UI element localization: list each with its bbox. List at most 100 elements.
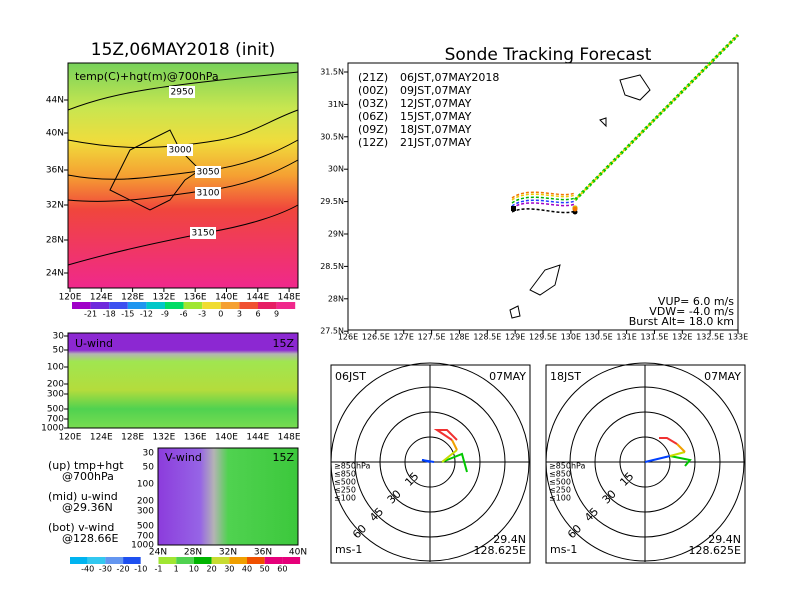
label: 06JST,07MAY2018 <box>400 71 499 84</box>
label: 31.5N <box>320 68 344 77</box>
label: 06JST <box>335 370 366 383</box>
track <box>511 208 576 214</box>
hodo-trace <box>669 451 686 457</box>
label: 100 <box>137 480 154 490</box>
label: 32N <box>46 201 64 211</box>
label: 15Z,06MAY2018 (init) <box>91 40 276 60</box>
label: 29.4N <box>493 533 526 546</box>
contour-label-bg <box>195 187 221 199</box>
label: VUP= 6.0 m/s <box>658 295 734 308</box>
launch-site <box>511 206 516 211</box>
label: 3 <box>237 310 242 319</box>
label: ≤100 <box>549 494 571 503</box>
label: 2950 <box>171 88 194 98</box>
label: temp(C)+hgt(m)@700hPa <box>75 70 219 83</box>
label: 136E <box>184 293 207 303</box>
label: 29.5N <box>320 197 344 206</box>
label: 15JST,07MAY <box>400 110 472 123</box>
label: 24N <box>149 548 167 558</box>
label: 27.5N <box>320 327 344 336</box>
label: 28N <box>328 294 344 303</box>
label: 40N <box>46 129 64 139</box>
label: V-wind <box>165 451 202 464</box>
label: 124E <box>90 433 113 443</box>
label: 32N <box>219 548 237 558</box>
label: 500 <box>137 522 154 532</box>
hodo-trace <box>659 437 678 445</box>
label: 18JST,07MAY <box>400 123 472 136</box>
label: ≥850hPa <box>334 462 371 471</box>
hodo-trace <box>421 459 435 463</box>
label: 50 <box>260 565 270 574</box>
contour-label-bg <box>167 144 193 156</box>
track <box>511 191 576 199</box>
colorbar-seg <box>229 557 247 564</box>
label: 126.5E <box>362 333 390 342</box>
label: 132E <box>152 293 175 303</box>
label: 131E <box>616 333 636 342</box>
label: (bot) v-wind <box>48 521 114 534</box>
label: VDW= -4.0 m/s <box>649 305 734 318</box>
label: @29.36N <box>62 501 113 514</box>
label: 129E <box>505 333 525 342</box>
label: 136E <box>184 433 207 443</box>
label: ≤500 <box>334 478 356 487</box>
label: 128.625E <box>474 544 526 557</box>
label: 15Z <box>272 337 294 350</box>
label: (up) tmp+hgt <box>48 459 124 472</box>
label: (06Z) <box>358 110 388 123</box>
label: -40 <box>81 565 94 574</box>
label: 09JST,07MAY <box>400 84 472 97</box>
label: 132E <box>152 433 175 443</box>
colorbar-seg <box>276 302 296 309</box>
label: -1 <box>155 565 163 574</box>
label: 133E <box>728 333 748 342</box>
colorbar-seg <box>183 302 203 309</box>
colorbar-seg <box>109 302 128 309</box>
label: (09Z) <box>358 123 388 136</box>
label: 1000 <box>41 424 64 434</box>
hodo-trace <box>451 439 458 451</box>
label: ≤250 <box>334 486 356 495</box>
label: @128.66E <box>62 532 118 545</box>
label: 40N <box>289 548 307 558</box>
label: 24N <box>46 269 64 279</box>
colorbar-seg <box>105 557 124 564</box>
label: 0 <box>218 310 223 319</box>
colorbar-seg <box>146 302 165 309</box>
temp-map <box>67 62 299 289</box>
track <box>511 202 576 209</box>
hodo-trace <box>433 429 458 441</box>
label: -20 <box>117 565 130 574</box>
label: Sonde Tracking Forecast <box>445 45 652 65</box>
label: 18JST <box>550 370 581 383</box>
label: (12Z) <box>358 136 388 149</box>
label: 60 <box>277 565 287 574</box>
label: 120E <box>59 293 82 303</box>
label: ≤100 <box>334 494 356 503</box>
colorbar-seg <box>220 302 240 309</box>
label: 148E <box>278 433 301 443</box>
label: 131.5E <box>640 333 668 342</box>
label: 30N <box>328 165 344 174</box>
label: 31N <box>328 100 344 109</box>
label: Burst Alt= 18.0 km <box>629 315 734 328</box>
label: 129.5E <box>529 333 557 342</box>
label: 140E <box>215 433 238 443</box>
colorbar-seg <box>176 557 194 564</box>
label: 127.5E <box>418 333 446 342</box>
label: 144E <box>246 433 269 443</box>
colorbar-seg <box>239 302 258 309</box>
forecast-track <box>574 34 739 201</box>
label: 126E <box>338 333 358 342</box>
label: 124E <box>90 293 113 303</box>
label: 128E <box>449 333 469 342</box>
label: 36N <box>254 548 272 558</box>
label: ≤250 <box>549 486 571 495</box>
label: 128E <box>121 293 144 303</box>
colorbar-seg <box>123 557 141 564</box>
u-wind-section <box>67 332 299 429</box>
hodo-trace <box>669 455 692 467</box>
hodo-trace <box>441 449 458 463</box>
label: 30 <box>143 449 155 459</box>
